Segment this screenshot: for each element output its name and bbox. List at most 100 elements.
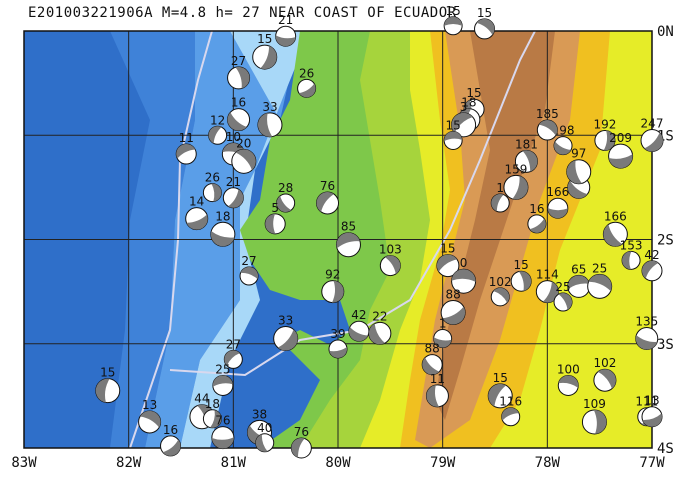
event-beachball[interactable]: 88	[421, 342, 443, 376]
event-beachball[interactable]: 65	[567, 262, 591, 298]
event-beachball[interactable]: 40	[255, 421, 275, 453]
event-beachball[interactable]: 192	[593, 117, 616, 151]
event-depth-label: 0	[460, 256, 468, 270]
event-beachball[interactable]: 15	[95, 366, 121, 404]
event-beachball[interactable]: 14	[185, 195, 209, 231]
beachball-compression	[597, 369, 616, 389]
event-beachball[interactable]: 27	[223, 337, 243, 369]
event-beachball[interactable]: 18	[210, 209, 236, 247]
lon-tick-label: 78W	[535, 455, 561, 471]
event-beachball[interactable]: 181	[514, 137, 538, 173]
event-beachball[interactable]: 100	[557, 362, 580, 396]
plot-frame	[23, 30, 653, 449]
event-beachball[interactable]: 159	[503, 162, 529, 200]
event-beachball[interactable]: 1	[490, 181, 510, 213]
event-depth-label: 33	[278, 314, 293, 328]
beachball-compression	[224, 350, 240, 366]
event-beachball[interactable]: 25	[553, 280, 573, 312]
event-beachball[interactable]: 114	[535, 268, 559, 304]
event-beachball[interactable]: 11	[425, 372, 449, 408]
event-depth-label: 39	[330, 327, 345, 341]
event-beachball[interactable]: 16	[527, 202, 547, 234]
event-beachball[interactable]: 16	[160, 423, 182, 457]
event-beachball[interactable]: 92	[321, 268, 345, 304]
beachball-compression	[210, 231, 235, 247]
lon-tick-label: 80W	[325, 455, 351, 471]
event-beachball[interactable]: 153	[620, 238, 643, 270]
event-beachball[interactable]: 15	[436, 242, 460, 278]
event-beachball[interactable]: 0	[451, 256, 477, 294]
event-beachball[interactable]: 76	[211, 414, 235, 450]
event-beachball[interactable]: 20	[231, 136, 257, 174]
event-beachball[interactable]: 15	[443, 118, 463, 150]
event-beachball[interactable]: 116	[499, 395, 522, 427]
beachball-compression	[442, 306, 466, 325]
event-beachball[interactable]: 11	[175, 131, 197, 165]
beachball-compression	[186, 214, 208, 230]
event-beachball[interactable]: 15	[474, 6, 496, 40]
event-beachball[interactable]: 33	[273, 314, 299, 352]
event-beachball[interactable]: 135	[635, 315, 659, 351]
beachball-compression	[329, 347, 347, 358]
event-depth-label: 38	[252, 407, 267, 421]
event-beachball[interactable]: 102	[593, 356, 617, 392]
event-depth-label: 15	[466, 86, 481, 100]
beachball-compression	[476, 18, 495, 35]
event-beachball[interactable]: 21	[275, 13, 297, 47]
beachball-compression	[512, 175, 528, 200]
event-beachball[interactable]: 13	[641, 394, 663, 428]
event-beachball[interactable]: 88	[440, 287, 466, 325]
event-beachball[interactable]: 33	[257, 100, 283, 138]
event-beachball[interactable]: 28	[276, 181, 296, 213]
event-depth-label: 135	[635, 315, 658, 329]
event-beachball[interactable]: 22	[368, 309, 392, 345]
event-depth-label: 16	[163, 423, 178, 437]
beachball-compression	[588, 274, 612, 292]
event-beachball[interactable]: 42	[641, 248, 663, 282]
event-beachball[interactable]: 76	[290, 425, 312, 459]
event-beachball[interactable]: 209	[608, 131, 634, 169]
lon-tick-label: 79W	[430, 455, 456, 471]
event-beachball[interactable]: 247	[640, 116, 664, 152]
event-beachball[interactable]: 39	[328, 327, 348, 359]
event-beachball[interactable]: 26	[202, 171, 222, 203]
event-beachball[interactable]: 109	[581, 397, 607, 435]
event-depth-label: 116	[499, 395, 522, 409]
event-beachball[interactable]: 25	[212, 362, 234, 396]
event-beachball[interactable]: 103	[379, 243, 402, 277]
event-beachball[interactable]: 13	[138, 398, 162, 434]
map-title: E201003221906A M=4.8 h= 27 NEAR COAST OF…	[28, 5, 457, 21]
event-beachball[interactable]: 15	[252, 32, 278, 70]
event-beachball[interactable]: 26	[297, 66, 317, 98]
beachball-compression	[558, 293, 573, 310]
event-beachball[interactable]: 25	[587, 261, 613, 299]
event-beachball[interactable]: 185	[536, 107, 559, 141]
event-beachball[interactable]: 102	[489, 275, 512, 307]
event-beachball[interactable]: 15	[443, 4, 463, 36]
event-depth-label: 166	[604, 209, 627, 223]
event-beachball[interactable]: 97	[566, 147, 592, 185]
event-beachball[interactable]: 42	[348, 308, 370, 342]
event-beachball[interactable]: 1	[433, 317, 453, 349]
event-beachball[interactable]: 27	[227, 54, 251, 90]
event-beachball[interactable]: 3	[451, 100, 477, 138]
beachball-compression	[518, 271, 532, 291]
beachball-compression	[593, 409, 607, 434]
event-beachball[interactable]: 5	[264, 201, 286, 235]
event-beachball[interactable]: 16	[227, 96, 251, 132]
event-beachball[interactable]: 15	[487, 371, 513, 409]
event-beachball[interactable]: 12	[208, 113, 228, 145]
event-beachball[interactable]: 85	[335, 220, 361, 258]
event-beachball[interactable]: 166	[546, 185, 569, 219]
event-beachball[interactable]: 166	[602, 209, 628, 247]
beachball-compression	[422, 357, 440, 375]
beachball-compression	[275, 35, 296, 47]
event-beachball[interactable]: 18	[202, 397, 222, 429]
event-depth-label: 18	[461, 96, 476, 110]
event-beachball[interactable]: 15	[510, 258, 532, 292]
event-beachball[interactable]: 27	[239, 254, 259, 286]
event-depth-label: 13	[142, 398, 157, 412]
beachball-compression	[608, 154, 633, 169]
event-beachball[interactable]: 21	[222, 175, 244, 209]
event-beachball[interactable]: 76	[316, 179, 340, 215]
